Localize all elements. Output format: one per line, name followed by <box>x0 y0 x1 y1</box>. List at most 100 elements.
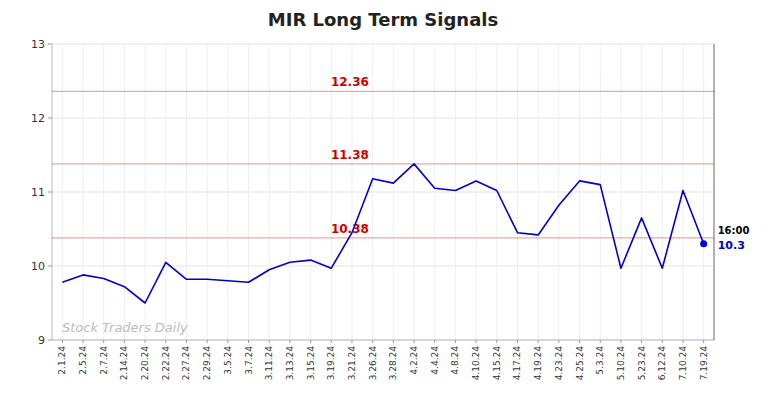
reference-label: 11.38 <box>331 148 369 162</box>
grid-line-x <box>662 44 663 340</box>
x-tick-label: 2.27.24 <box>181 346 191 381</box>
grid-line-x <box>165 44 166 340</box>
x-tick <box>393 340 394 343</box>
x-tick <box>227 340 228 343</box>
reference-lines <box>52 91 714 238</box>
x-tick-label: 3.13.24 <box>285 346 295 381</box>
grid-line-x <box>186 44 187 340</box>
x-tick <box>434 340 435 343</box>
x-tick-label: 3.28.24 <box>388 346 398 381</box>
y-tick <box>48 118 52 119</box>
chart-svg: Stock Traders Daily9101112132.1.242.5.24… <box>0 0 784 398</box>
x-tick-label: 2.7.24 <box>99 346 109 375</box>
x-tick-label: 3.5.24 <box>223 346 233 375</box>
grid-line-x <box>289 44 290 340</box>
x-tick <box>641 340 642 343</box>
x-tick <box>62 340 63 343</box>
grid-line-x <box>103 44 104 340</box>
grid-line-x <box>269 44 270 340</box>
grid-line-x <box>517 44 518 340</box>
x-tick <box>558 340 559 343</box>
x-tick <box>538 340 539 343</box>
x-tick-label: 7.19.24 <box>699 346 709 381</box>
axes: 9101112132.1.242.5.242.7.242.14.242.20.2… <box>31 38 714 380</box>
reference-line <box>52 237 714 238</box>
x-tick <box>103 340 104 343</box>
grid-line-x <box>227 44 228 340</box>
x-tick-label: 4.8.24 <box>450 346 460 375</box>
x-tick-label: 3.21.24 <box>347 346 357 381</box>
x-tick <box>579 340 580 343</box>
reference-label: 12.36 <box>331 75 369 89</box>
grid-line-x <box>538 44 539 340</box>
y-tick <box>48 192 52 193</box>
x-tick-label: 3.19.24 <box>326 346 336 381</box>
x-tick <box>207 340 208 343</box>
x-tick <box>372 340 373 343</box>
reference-line <box>52 163 714 164</box>
x-tick-label: 4.19.24 <box>533 346 543 381</box>
x-tick <box>248 340 249 343</box>
grid-line-x <box>145 44 146 340</box>
grid-line-x <box>455 44 456 340</box>
chart-title: MIR Long Term Signals <box>268 9 498 30</box>
x-tick-label: 2.22.24 <box>161 346 171 381</box>
last-point <box>700 240 707 247</box>
x-tick-label: 7.10.24 <box>678 346 688 381</box>
watermark: Stock Traders Daily <box>62 320 188 335</box>
grid-line-x <box>124 44 125 340</box>
x-tick-label: 2.29.24 <box>202 346 212 381</box>
x-tick <box>455 340 456 343</box>
x-tick-label: 3.11.24 <box>264 346 274 381</box>
x-tick-label: 3.15.24 <box>306 346 316 381</box>
grid-line-y <box>52 340 714 341</box>
y-tick-label: 12 <box>31 112 45 125</box>
x-tick-label: 4.23.24 <box>554 346 564 381</box>
x-tick <box>186 340 187 343</box>
grid-line-y <box>52 118 714 119</box>
y-tick-label: 13 <box>31 38 45 51</box>
y-tick <box>48 266 52 267</box>
x-tick <box>310 340 311 343</box>
y-tick-label: 9 <box>38 334 45 347</box>
x-tick <box>496 340 497 343</box>
x-tick-label: 2.20.24 <box>140 346 150 381</box>
grid-line-x <box>83 44 84 340</box>
grid-line-y <box>52 192 714 193</box>
grid-line-x <box>393 44 394 340</box>
grid-line-x <box>703 44 704 340</box>
x-tick-label: 5.23.24 <box>637 346 647 381</box>
reference-labels: 12.3611.3810.38 <box>331 75 369 236</box>
grid-line-x <box>579 44 580 340</box>
end-label-value: 10.3 <box>718 239 745 252</box>
x-tick <box>145 340 146 343</box>
x-tick <box>351 340 352 343</box>
end-label-time: 16:00 <box>718 225 750 236</box>
x-tick-label: 2.1.24 <box>57 346 67 375</box>
x-tick <box>83 340 84 343</box>
reference-line <box>52 91 714 92</box>
grid-line-x <box>62 44 63 340</box>
chart-container: Stock Traders Daily9101112132.1.242.5.24… <box>0 0 784 398</box>
x-tick <box>124 340 125 343</box>
x-tick <box>165 340 166 343</box>
y-tick-label: 11 <box>31 186 45 199</box>
x-tick-label: 4.10.24 <box>471 346 481 381</box>
x-tick-label: 4.25.24 <box>575 346 585 381</box>
x-tick <box>662 340 663 343</box>
grid-line-x <box>476 44 477 340</box>
right-axis-line <box>713 44 715 340</box>
x-tick <box>289 340 290 343</box>
grid-line-x <box>372 44 373 340</box>
grid-line-x <box>310 44 311 340</box>
x-axis-line <box>52 340 714 341</box>
y-tick <box>48 44 52 45</box>
x-tick-label: 5.10.24 <box>616 346 626 381</box>
x-tick-label: 4.4.24 <box>430 346 440 375</box>
grid-line-x <box>558 44 559 340</box>
x-tick-label: 5.3.24 <box>595 346 605 375</box>
x-tick <box>414 340 415 343</box>
x-tick-label: 4.15.24 <box>492 346 502 381</box>
grid-line-x <box>414 44 415 340</box>
grid-line-x <box>620 44 621 340</box>
